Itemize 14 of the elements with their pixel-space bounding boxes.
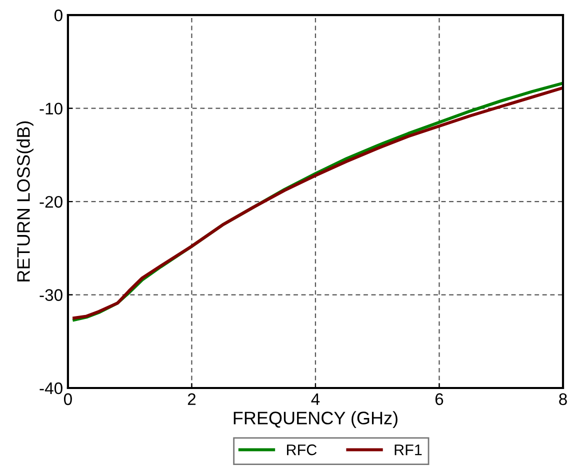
y-tick-label: -10 — [40, 102, 62, 115]
y-tick-label: 0 — [54, 10, 62, 22]
y-axis-title: RETURN LOSS(dB) — [16, 121, 34, 282]
x-tick-label: 4 — [311, 393, 320, 405]
x-tick-label: 6 — [435, 393, 444, 406]
x-tick-label: 2 — [188, 393, 196, 405]
x-tick-label: 8 — [559, 393, 567, 406]
legend-label: RF1 — [394, 444, 422, 456]
y-tick-label: -20 — [40, 196, 62, 208]
legend-label: RFC — [287, 444, 317, 456]
x-tick-label: 0 — [64, 393, 72, 406]
y-tick-label: -40 — [40, 382, 62, 394]
y-tick-label: -30 — [40, 289, 62, 301]
x-axis-title: FREQUENCY (GHz) — [234, 411, 398, 428]
